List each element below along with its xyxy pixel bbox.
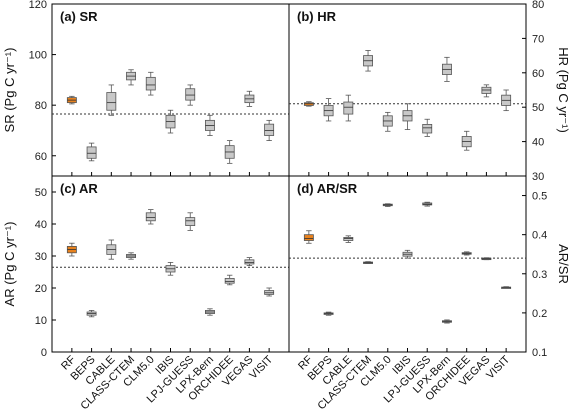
box-ORCHIDEE — [461, 130, 472, 151]
y-tick-label: 0.3 — [532, 269, 547, 281]
box-BEPS — [323, 311, 334, 316]
y-axis-label: HR (Pg C yr⁻¹) — [556, 47, 571, 133]
box-CABLE — [106, 239, 117, 260]
box-CABLE — [343, 235, 354, 243]
panel-sr: 60 80 100 120 SR (Pg C yr⁻¹) (a) SR — [2, 0, 290, 177]
box-CLM5.0 — [145, 71, 156, 96]
y-tick-label: 120 — [29, 0, 47, 11]
y-tick-label: 30 — [532, 171, 544, 183]
box-LPJ-GUESS — [185, 212, 196, 231]
box-RF — [66, 242, 77, 257]
panel-label: (b) HR — [297, 9, 337, 24]
y-tick-label: 40 — [35, 219, 47, 231]
y-axis-label: AR (Pg C yr⁻¹) — [2, 222, 17, 307]
box-iqr — [145, 212, 156, 222]
box-CLASS-CTEM — [363, 50, 373, 72]
box-IBIS — [402, 249, 413, 259]
y-tick-label: 0 — [41, 347, 47, 359]
box-LPX-Bern — [442, 319, 452, 324]
box-iqr — [224, 277, 235, 284]
box-VISIT — [501, 286, 512, 289]
y-tick-label: 0.2 — [532, 308, 547, 320]
y-tick-label: 0.1 — [532, 347, 547, 359]
box-BEPS — [86, 142, 97, 162]
y-tick-label: 80 — [35, 100, 47, 112]
y-tick-label: 80 — [532, 0, 544, 11]
box-iqr — [185, 217, 196, 227]
box-BEPS — [86, 309, 97, 318]
box-iqr — [244, 259, 255, 265]
box-LPX-Bern — [442, 56, 452, 82]
box-CLM5.0 — [145, 209, 156, 225]
box-VEGAS — [244, 257, 255, 267]
box-IBIS — [402, 103, 413, 130]
y-tick-label: 100 — [29, 50, 47, 62]
box-LPJ-GUESS — [422, 118, 433, 137]
box-CLM5.0 — [382, 111, 393, 132]
box-CLM5.0 — [382, 203, 393, 207]
box-iqr — [422, 124, 433, 134]
box-ORCHIDEE — [461, 251, 472, 256]
box-LPJ-GUESS — [185, 84, 196, 106]
y-tick-label: 0.5 — [532, 191, 547, 203]
box-iqr — [145, 76, 156, 91]
box-VISIT — [501, 89, 512, 112]
box-VISIT — [264, 287, 275, 297]
y-tick-label: 60 — [35, 151, 47, 163]
panel-label: (d) AR/SR — [297, 181, 358, 196]
box-IBIS — [165, 109, 176, 134]
box-CLASS-CTEM — [126, 69, 136, 86]
box-VEGAS — [244, 90, 255, 107]
y-tick-label: 50 — [532, 102, 544, 114]
box-iqr — [303, 234, 314, 241]
box-IBIS — [165, 261, 176, 276]
box-CLASS-CTEM — [126, 252, 136, 260]
y-tick-label: 30 — [35, 251, 47, 263]
y-tick-label: 0.4 — [532, 230, 547, 242]
box-RF — [303, 230, 314, 244]
y-axis-label: AR/SR — [556, 244, 571, 284]
box-iqr — [343, 101, 354, 115]
box-iqr — [106, 92, 117, 111]
panel-label: (c) AR — [60, 181, 98, 196]
box-CABLE — [343, 94, 354, 122]
y-tick-label: 40 — [532, 137, 544, 149]
box-RF — [66, 95, 77, 105]
y-axis-label: SR (Pg C yr⁻¹) — [2, 48, 17, 133]
box-VEGAS — [481, 257, 492, 261]
box-ORCHIDEE — [224, 140, 235, 164]
box-iqr — [86, 146, 97, 159]
box-CABLE — [106, 84, 117, 116]
box-CLASS-CTEM — [363, 261, 373, 265]
box-VISIT — [264, 119, 275, 141]
box-iqr — [264, 123, 275, 136]
y-tick-label: 70 — [532, 33, 544, 45]
box-iqr — [185, 88, 196, 101]
y-tick-label: 60 — [532, 68, 544, 80]
box-VEGAS — [481, 84, 492, 98]
box-LPJ-GUESS — [422, 201, 433, 207]
box-LPX-Bern — [205, 308, 215, 316]
box-RF — [303, 101, 314, 107]
panel-label: (a) SR — [60, 9, 98, 24]
box-LPX-Bern — [205, 114, 215, 136]
y-tick-label: 20 — [35, 283, 47, 295]
box-BEPS — [323, 98, 334, 122]
y-tick-label: 50 — [35, 187, 47, 199]
y-tick-label: 10 — [35, 315, 47, 327]
box-ORCHIDEE — [224, 274, 235, 286]
